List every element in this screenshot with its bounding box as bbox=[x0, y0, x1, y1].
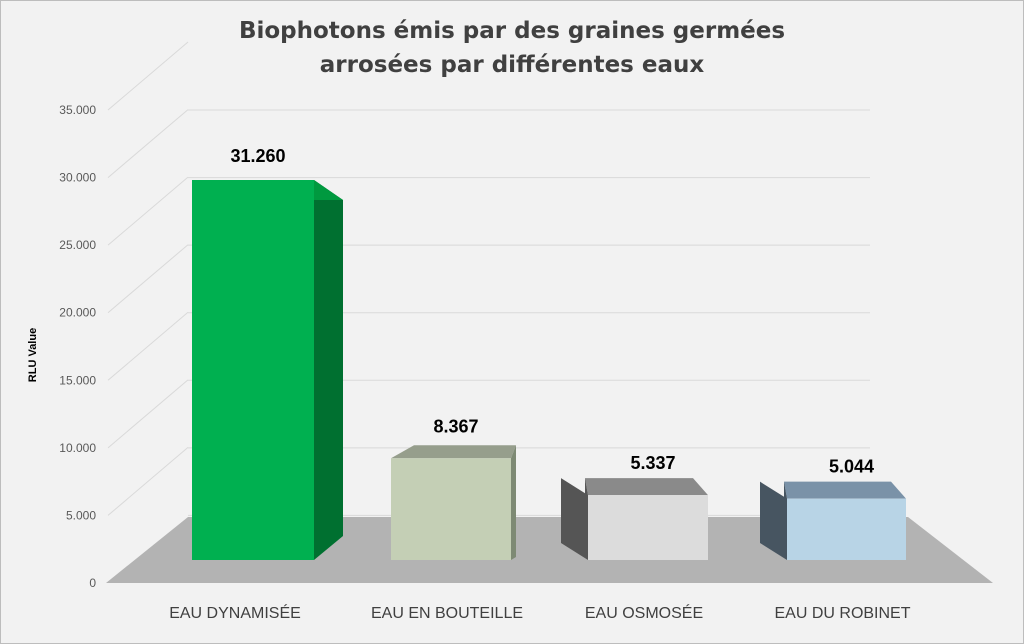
data-label: 8.367 bbox=[433, 416, 478, 436]
data-label: 31.260 bbox=[230, 146, 285, 166]
bar-front-face bbox=[588, 495, 708, 560]
bar-side-face bbox=[314, 180, 343, 560]
y-tick-label: 30.000 bbox=[59, 171, 96, 185]
bar-front-face bbox=[192, 180, 314, 560]
bar-top-face bbox=[784, 481, 906, 499]
chart-title: Biophotons émis par des graines germées … bbox=[0, 14, 1024, 82]
grid-diagonal bbox=[107, 176, 189, 246]
bar-2 bbox=[391, 445, 516, 560]
bar-top-face bbox=[585, 478, 708, 496]
x-tick-label: EAU DYNAMISÉE bbox=[169, 603, 301, 622]
y-tick-label: 20.000 bbox=[59, 306, 96, 320]
y-axis-label: RLU Value bbox=[27, 328, 39, 382]
bar-3 bbox=[561, 478, 708, 560]
chart-title-line-2: arrosées par différentes eaux bbox=[319, 52, 705, 78]
grid-diagonal bbox=[107, 41, 189, 111]
chart-title-line-1: Biophotons émis par des graines germées bbox=[238, 18, 786, 44]
y-tick-label: 35.000 bbox=[59, 103, 96, 117]
bar-side-face bbox=[561, 478, 588, 560]
y-tick-label: 25.000 bbox=[59, 238, 96, 252]
grid-diagonal bbox=[107, 311, 189, 381]
bar-top-face bbox=[391, 445, 516, 459]
grid-diagonal bbox=[107, 109, 189, 178]
bar-front-face bbox=[391, 458, 511, 560]
x-tick-label: EAU OSMOSÉE bbox=[585, 603, 703, 622]
y-tick-label: 10.000 bbox=[59, 441, 96, 455]
bar-side-face bbox=[511, 445, 516, 560]
data-label: 5.337 bbox=[630, 453, 675, 473]
grid-diagonal bbox=[107, 244, 189, 314]
bar-1 bbox=[192, 180, 343, 560]
y-tick-label: 15.000 bbox=[59, 373, 96, 387]
y-tick-label: 0 bbox=[89, 576, 96, 590]
grid-diagonal bbox=[107, 379, 189, 449]
bar-4 bbox=[760, 481, 906, 560]
y-tick-label: 5.000 bbox=[66, 508, 96, 522]
x-tick-label: EAU EN BOUTEILLE bbox=[371, 605, 523, 622]
grid-diagonal bbox=[107, 447, 189, 516]
x-tick-label: EAU DU ROBINET bbox=[774, 605, 910, 622]
data-label: 5.044 bbox=[829, 457, 874, 477]
bar-side-face bbox=[760, 481, 787, 560]
bar-front-face bbox=[787, 498, 906, 560]
